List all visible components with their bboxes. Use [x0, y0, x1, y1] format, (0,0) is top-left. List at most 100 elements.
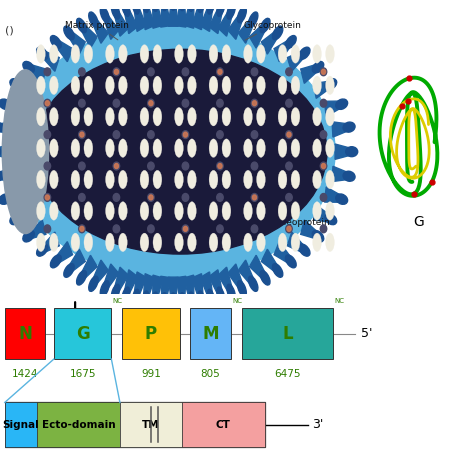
Ellipse shape: [34, 49, 327, 254]
Ellipse shape: [286, 131, 292, 138]
Ellipse shape: [312, 62, 324, 73]
Ellipse shape: [174, 139, 183, 157]
Ellipse shape: [0, 122, 3, 132]
Ellipse shape: [278, 202, 287, 220]
Ellipse shape: [106, 45, 114, 63]
Ellipse shape: [71, 76, 80, 95]
Polygon shape: [134, 272, 146, 299]
Polygon shape: [313, 205, 331, 222]
Ellipse shape: [217, 131, 223, 138]
Ellipse shape: [153, 45, 162, 63]
Ellipse shape: [248, 276, 258, 292]
Ellipse shape: [182, 193, 189, 201]
Polygon shape: [143, 2, 155, 30]
Ellipse shape: [273, 26, 283, 40]
Ellipse shape: [217, 162, 223, 170]
Ellipse shape: [142, 291, 149, 309]
Ellipse shape: [222, 108, 231, 126]
Ellipse shape: [286, 68, 292, 76]
Ellipse shape: [183, 227, 188, 231]
Polygon shape: [209, 270, 223, 297]
Ellipse shape: [106, 76, 114, 95]
Ellipse shape: [50, 255, 61, 268]
FancyBboxPatch shape: [36, 402, 120, 447]
Polygon shape: [55, 39, 73, 62]
Ellipse shape: [23, 62, 34, 73]
Ellipse shape: [209, 170, 218, 189]
Ellipse shape: [111, 284, 119, 301]
Ellipse shape: [174, 45, 183, 63]
Ellipse shape: [336, 99, 347, 109]
Ellipse shape: [256, 76, 265, 95]
Polygon shape: [249, 23, 266, 48]
Text: (): (): [5, 26, 13, 36]
Ellipse shape: [244, 76, 252, 95]
Ellipse shape: [77, 271, 86, 285]
Ellipse shape: [326, 202, 334, 220]
FancyBboxPatch shape: [190, 308, 231, 359]
Ellipse shape: [71, 45, 80, 63]
Polygon shape: [168, 277, 178, 302]
Polygon shape: [274, 242, 292, 264]
Polygon shape: [249, 255, 266, 280]
Ellipse shape: [0, 99, 11, 109]
Ellipse shape: [44, 162, 51, 170]
FancyBboxPatch shape: [54, 308, 111, 359]
Polygon shape: [301, 64, 319, 83]
Polygon shape: [228, 13, 244, 39]
Ellipse shape: [251, 131, 258, 138]
Ellipse shape: [71, 108, 80, 126]
Ellipse shape: [2, 70, 48, 234]
Ellipse shape: [291, 76, 300, 95]
Ellipse shape: [218, 69, 222, 74]
Polygon shape: [192, 273, 203, 301]
Ellipse shape: [217, 287, 225, 304]
Ellipse shape: [286, 225, 292, 233]
Ellipse shape: [84, 76, 93, 95]
Ellipse shape: [251, 68, 258, 76]
Ellipse shape: [79, 68, 85, 76]
Text: 1424: 1424: [12, 369, 38, 379]
Text: Signal: Signal: [2, 419, 39, 429]
Ellipse shape: [36, 108, 46, 126]
Ellipse shape: [313, 76, 321, 95]
Polygon shape: [301, 220, 319, 239]
Ellipse shape: [320, 100, 327, 107]
Ellipse shape: [153, 139, 162, 157]
Polygon shape: [209, 6, 223, 34]
Polygon shape: [161, 1, 171, 27]
Ellipse shape: [36, 45, 46, 63]
Ellipse shape: [46, 101, 49, 106]
Ellipse shape: [118, 139, 127, 157]
Ellipse shape: [320, 68, 327, 76]
Ellipse shape: [278, 233, 287, 252]
Ellipse shape: [188, 170, 196, 189]
Ellipse shape: [291, 233, 300, 252]
Ellipse shape: [148, 193, 154, 201]
Ellipse shape: [64, 26, 74, 40]
Polygon shape: [238, 18, 255, 43]
Ellipse shape: [77, 18, 86, 33]
Ellipse shape: [140, 170, 149, 189]
Text: 805: 805: [201, 369, 220, 379]
Ellipse shape: [79, 131, 85, 138]
Text: Matrix protein: Matrix protein: [65, 21, 129, 40]
Ellipse shape: [320, 131, 327, 138]
Polygon shape: [324, 187, 342, 202]
Polygon shape: [324, 101, 342, 117]
Ellipse shape: [251, 193, 258, 201]
Ellipse shape: [285, 255, 296, 268]
Ellipse shape: [321, 69, 326, 74]
Text: NC: NC: [113, 298, 123, 304]
Polygon shape: [332, 166, 349, 182]
Ellipse shape: [0, 147, 1, 156]
Ellipse shape: [278, 170, 287, 189]
Text: CT: CT: [216, 419, 231, 429]
Polygon shape: [41, 232, 59, 253]
Ellipse shape: [140, 139, 149, 157]
Polygon shape: [200, 4, 213, 31]
Ellipse shape: [50, 36, 61, 48]
Ellipse shape: [256, 233, 265, 252]
Ellipse shape: [49, 233, 58, 252]
Ellipse shape: [320, 193, 327, 201]
